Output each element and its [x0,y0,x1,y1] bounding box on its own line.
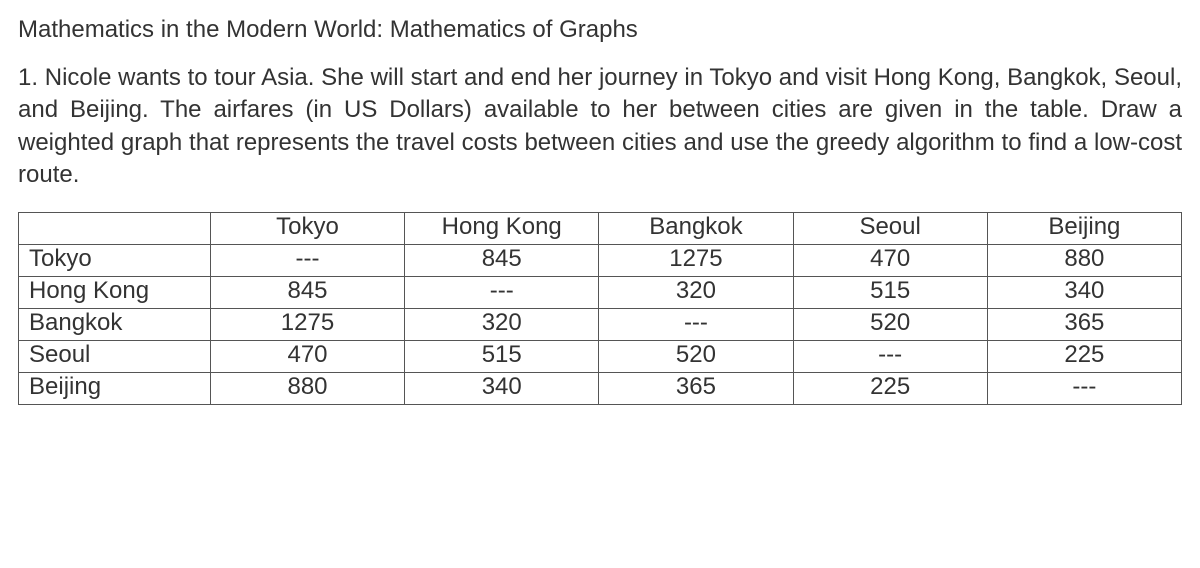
table-row: Hong Kong 845 --- 320 515 340 [19,276,1182,308]
cell: 225 [987,340,1181,372]
row-label: Hong Kong [19,276,211,308]
cell: --- [793,340,987,372]
cell: 1275 [599,244,793,276]
cell: 225 [793,372,987,404]
cell: --- [405,276,599,308]
cell: 470 [210,340,404,372]
cell: 520 [599,340,793,372]
cell: 880 [210,372,404,404]
table-row: Seoul 470 515 520 --- 225 [19,340,1182,372]
row-label: Seoul [19,340,211,372]
cell: --- [599,308,793,340]
header-blank [19,212,211,244]
problem-text: 1. Nicole wants to tour Asia. She will s… [18,62,1182,192]
page-heading: Mathematics in the Modern World: Mathema… [18,16,1182,44]
cell: 470 [793,244,987,276]
cell: 520 [793,308,987,340]
cell: 1275 [210,308,404,340]
cell: 515 [405,340,599,372]
row-label: Beijing [19,372,211,404]
cell: 365 [987,308,1181,340]
cell: 845 [210,276,404,308]
header-bangkok: Bangkok [599,212,793,244]
cell: 365 [599,372,793,404]
cell: 880 [987,244,1181,276]
header-beijing: Beijing [987,212,1181,244]
cell: 845 [405,244,599,276]
cell: 320 [599,276,793,308]
header-seoul: Seoul [793,212,987,244]
table-header-row: Tokyo Hong Kong Bangkok Seoul Beijing [19,212,1182,244]
cell: --- [210,244,404,276]
table-row: Beijing 880 340 365 225 --- [19,372,1182,404]
airfare-table: Tokyo Hong Kong Bangkok Seoul Beijing To… [18,212,1182,405]
cell: 340 [987,276,1181,308]
cell: 515 [793,276,987,308]
cell: 320 [405,308,599,340]
header-tokyo: Tokyo [210,212,404,244]
row-label: Tokyo [19,244,211,276]
row-label: Bangkok [19,308,211,340]
table-row: Tokyo --- 845 1275 470 880 [19,244,1182,276]
table-row: Bangkok 1275 320 --- 520 365 [19,308,1182,340]
header-hongkong: Hong Kong [405,212,599,244]
cell: 340 [405,372,599,404]
cell: --- [987,372,1181,404]
